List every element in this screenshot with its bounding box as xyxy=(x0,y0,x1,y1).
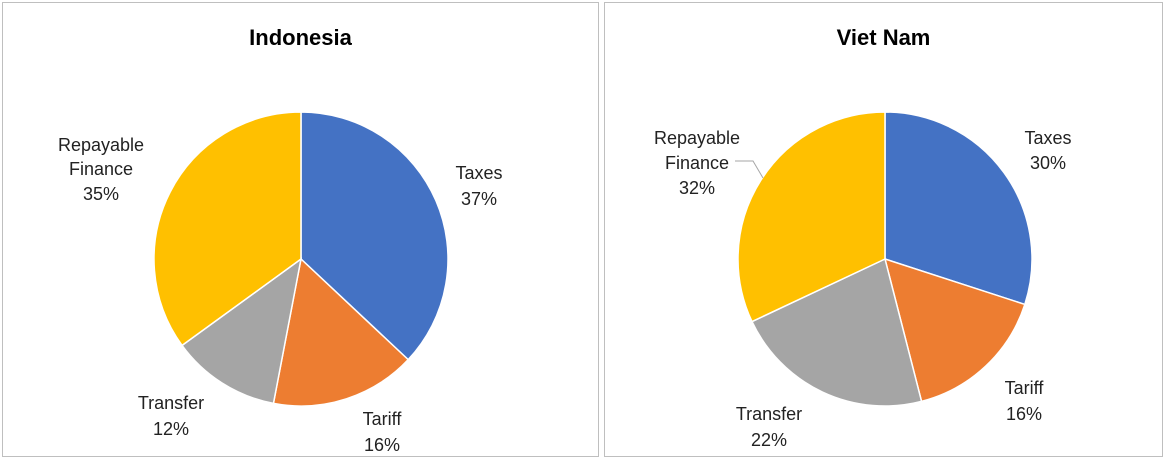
data-label-percent: 37% xyxy=(461,189,497,209)
data-label-taxes: Taxes 37% xyxy=(455,163,502,209)
pie-slice-taxes xyxy=(884,111,1033,306)
data-label-category: Finance xyxy=(665,153,729,173)
data-label-category: Tariff xyxy=(363,409,403,429)
data-label-taxes: Taxes 30% xyxy=(1024,128,1071,173)
chart-panel-indonesia: Indonesia Taxes 37% Tariff 16% Transfer 12% Re… xyxy=(2,2,599,457)
pie-chart-indonesia: Taxes 37% Tariff 16% Transfer 12% Repayable Fin… xyxy=(58,111,503,455)
pie-slice-transfer xyxy=(181,257,303,405)
pie-slice-repayable-finance xyxy=(153,111,302,347)
data-label-tariff: Tariff 16% xyxy=(1005,378,1045,424)
data-label-transfer: Transfer 22% xyxy=(736,404,802,450)
data-label-percent: 35% xyxy=(83,184,119,204)
data-label-tariff: Tariff 16% xyxy=(363,409,403,455)
chart-panel-viet-nam: Viet Nam Taxes 30% Tariff 16% Transfer 22% Rep… xyxy=(604,2,1163,457)
data-label-category: Finance xyxy=(69,159,133,179)
data-label-percent: 30% xyxy=(1030,153,1066,173)
data-label-percent: 32% xyxy=(679,178,715,198)
leader-line xyxy=(735,160,764,179)
data-label-category: Transfer xyxy=(736,404,802,424)
data-label-category: Taxes xyxy=(1024,128,1071,148)
data-label-category: Repayable xyxy=(654,128,740,148)
pie-chart-viet-nam: Taxes 30% Tariff 16% Transfer 22% Repayable Fin… xyxy=(654,111,1072,450)
chart-title: Indonesia xyxy=(249,25,352,50)
data-label-percent: 16% xyxy=(364,435,400,455)
data-label-category: Tariff xyxy=(1005,378,1045,398)
pie-slice-repayable-finance xyxy=(737,111,886,323)
data-label-category: Repayable xyxy=(58,135,144,155)
data-label-percent: 16% xyxy=(1006,404,1042,424)
data-label-category: Transfer xyxy=(138,393,204,413)
data-label-repayable-finance: Repayable Finance 32% xyxy=(654,128,740,198)
data-label-percent: 12% xyxy=(153,419,189,439)
pie-slice-tariff xyxy=(883,257,1026,403)
data-label-percent: 22% xyxy=(751,430,787,450)
data-label-transfer: Transfer 12% xyxy=(138,393,204,439)
pie-slice-taxes xyxy=(300,111,449,361)
pie-slice-tariff xyxy=(272,257,410,407)
pie-slice-transfer xyxy=(750,257,923,407)
data-label-repayable-finance: Repayable Finance 35% xyxy=(58,135,144,204)
data-label-category: Taxes xyxy=(455,163,502,183)
chart-title: Viet Nam xyxy=(836,25,931,50)
